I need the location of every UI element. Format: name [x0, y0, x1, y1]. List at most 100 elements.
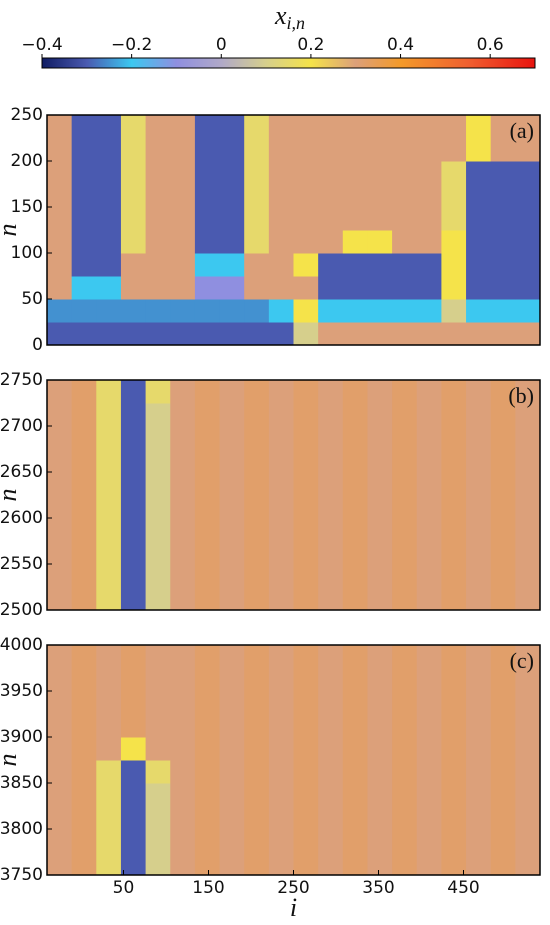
heatmap-cell — [342, 518, 368, 542]
heatmap-cell — [466, 253, 492, 277]
heatmap-cell — [293, 207, 319, 231]
heatmap-cell — [416, 253, 442, 277]
heatmap-cell — [47, 403, 73, 427]
heatmap-cell — [293, 737, 319, 761]
heatmap-cell — [120, 426, 147, 450]
heatmap-cell — [466, 449, 492, 473]
heatmap-cell — [219, 852, 245, 876]
heatmap-cell — [96, 276, 122, 300]
heatmap-cell — [47, 760, 73, 784]
y-tick-label: 2700 — [0, 416, 43, 436]
heatmap-cell — [71, 668, 97, 692]
heatmap-cell — [268, 403, 294, 427]
y-tick-label: 2750 — [0, 370, 43, 390]
heatmap-cell — [194, 380, 221, 404]
heatmap-cell — [318, 645, 344, 669]
heatmap-cell — [170, 207, 196, 231]
heatmap-cell — [293, 495, 319, 519]
heatmap-cell — [515, 138, 541, 162]
heatmap-cell — [515, 322, 541, 346]
heatmap-cell — [416, 472, 442, 496]
heatmap-cell — [268, 852, 294, 876]
heatmap-cell — [392, 852, 418, 876]
heatmap-cell — [96, 852, 122, 876]
heatmap-cell — [490, 760, 516, 784]
heatmap-cell — [293, 253, 319, 277]
heatmap-cell — [71, 403, 97, 427]
heatmap-cell — [96, 714, 122, 738]
heatmap-cell — [71, 495, 97, 519]
heatmap-cell — [342, 668, 368, 692]
heatmap-cell — [47, 472, 73, 496]
heatmap-cell — [367, 161, 393, 185]
heatmap-cell — [170, 472, 196, 496]
heatmap-cell — [318, 403, 344, 427]
heatmap-cell — [145, 783, 171, 807]
heatmap-cell — [515, 472, 541, 496]
heatmap-cell — [367, 587, 393, 611]
y-tick-label: 2550 — [0, 554, 43, 574]
heatmap-cell — [71, 299, 97, 323]
heatmap-cell — [71, 783, 97, 807]
heatmap-cell — [293, 518, 319, 542]
heatmap-cell — [441, 403, 467, 427]
heatmap-cell — [145, 161, 171, 185]
heatmap-cell — [268, 449, 294, 473]
colorbar-tick-label: −0.4 — [21, 35, 62, 55]
heatmap-cell — [293, 645, 319, 669]
heatmap-cell — [194, 299, 221, 323]
panel-label: (b) — [508, 383, 534, 408]
heatmap-cell — [96, 138, 122, 162]
heatmap-cell — [392, 564, 418, 588]
heatmap-cell — [416, 380, 442, 404]
heatmap-cell — [318, 426, 344, 450]
heatmap-cell — [96, 230, 122, 254]
heatmap-cell — [318, 253, 344, 277]
heatmap-cell — [170, 587, 196, 611]
y-axis-label: n — [0, 489, 22, 502]
heatmap-cell — [170, 322, 196, 346]
heatmap-cell — [120, 564, 147, 588]
heatmap-cell — [268, 322, 294, 346]
heatmap-cell — [441, 322, 467, 346]
heatmap-cell — [47, 276, 73, 300]
heatmap-cell — [515, 668, 541, 692]
heatmap-cell — [416, 115, 442, 139]
heatmap-cell — [71, 380, 97, 404]
heatmap-cell — [120, 138, 147, 162]
heatmap-cell — [416, 714, 442, 738]
heatmap-cell — [416, 541, 442, 565]
heatmap-cell — [170, 115, 196, 139]
heatmap-cell — [145, 380, 171, 404]
heatmap-cell — [244, 783, 270, 807]
heatmap-cell — [490, 184, 516, 208]
heatmap-cell — [71, 138, 97, 162]
heatmap-cell — [367, 138, 393, 162]
heatmap-cell — [47, 449, 73, 473]
heatmap-cell — [515, 161, 541, 185]
panel-label: (c) — [510, 648, 534, 673]
heatmap-cell — [219, 541, 245, 565]
heatmap-cell — [392, 541, 418, 565]
heatmap-cell — [96, 161, 122, 185]
heatmap-cell — [515, 230, 541, 254]
heatmap-cell — [194, 230, 221, 254]
heatmap-cell — [293, 299, 319, 323]
heatmap-cell — [490, 403, 516, 427]
heatmap-cell — [96, 380, 122, 404]
heatmap-cell — [194, 449, 221, 473]
heatmap-cell — [244, 253, 270, 277]
heatmap-cell — [219, 138, 245, 162]
heatmap-cell — [120, 207, 147, 231]
heatmap-cell — [268, 587, 294, 611]
heatmap-cell — [318, 138, 344, 162]
heatmap-cell — [392, 115, 418, 139]
heatmap-cell — [392, 138, 418, 162]
heatmap-cell — [170, 138, 196, 162]
heatmap-cell — [392, 161, 418, 185]
heatmap-cell — [219, 380, 245, 404]
heatmap-cell — [441, 829, 467, 853]
heatmap-cell — [71, 207, 97, 231]
y-tick-label: 100 — [11, 243, 43, 263]
heatmap-cell — [441, 253, 467, 277]
